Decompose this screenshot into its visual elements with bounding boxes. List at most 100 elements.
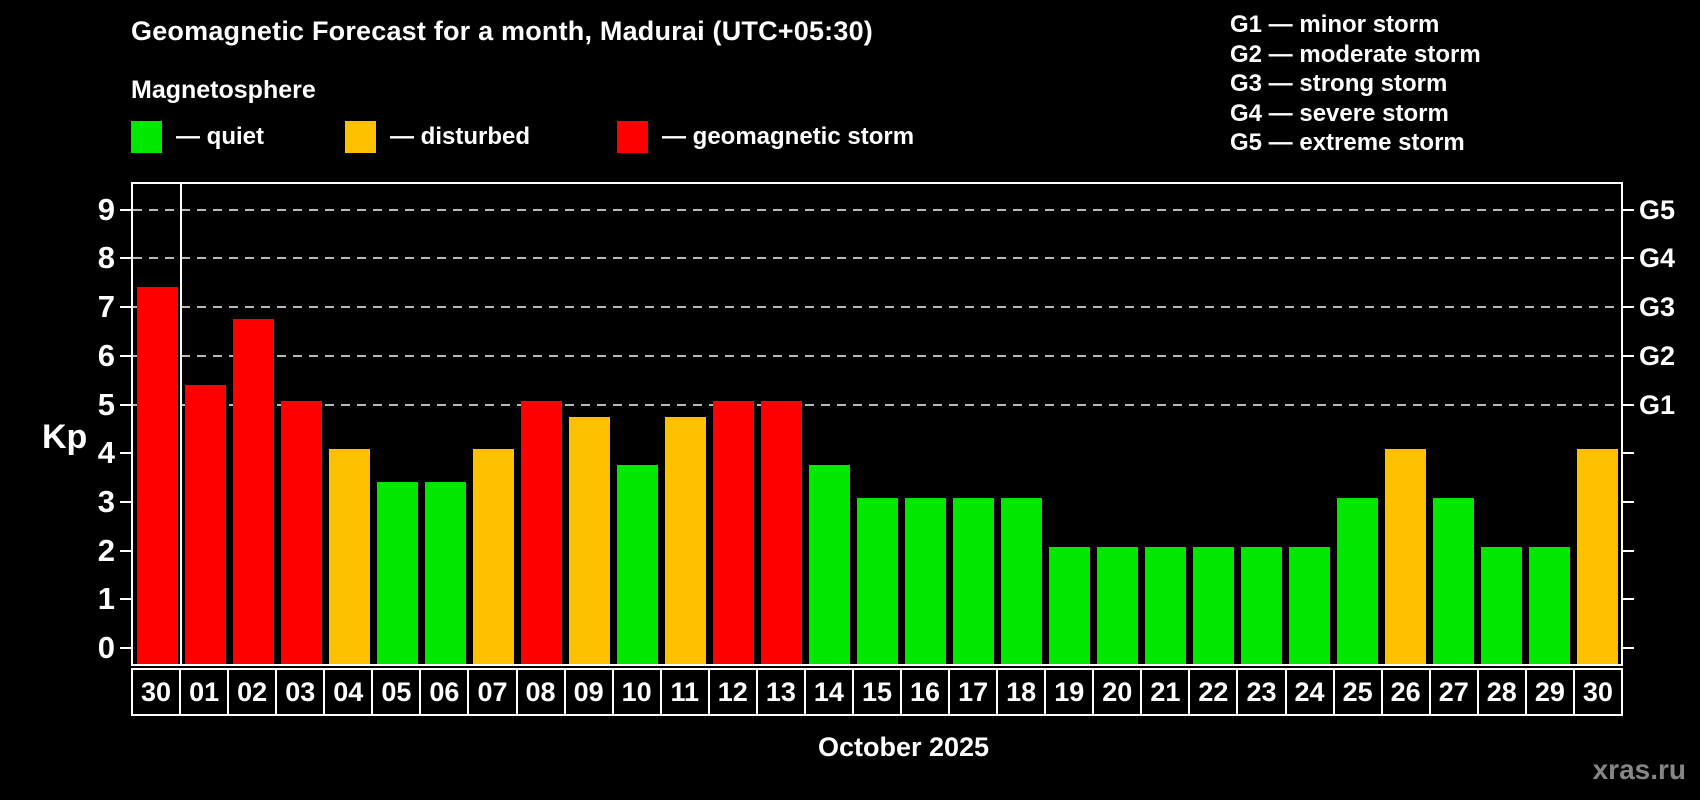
y-axis-label-3: 3	[97, 483, 115, 519]
legend-item-disturbed: — disturbed	[345, 120, 530, 154]
legend-item-quiet: — quiet	[131, 120, 264, 154]
legend-swatch-disturbed	[345, 121, 376, 153]
bar-day-23	[1240, 546, 1282, 664]
right-axis-tick-5	[1623, 403, 1634, 406]
right-axis-tick-7	[1623, 306, 1634, 309]
y-axis-tick-4	[120, 452, 131, 455]
chart-subtitle: Magnetosphere	[131, 76, 316, 104]
day-label-box-17: 17	[948, 668, 999, 716]
bar-day-05	[376, 481, 418, 664]
right-axis-tick-1	[1623, 598, 1634, 601]
y-axis-label-1: 1	[97, 581, 115, 617]
plot-area: 0 1 2 3 4 5 6 7 8 9 G1 G2 G3 G4 G5	[98, 182, 1675, 666]
right-axis-tick-4	[1623, 452, 1634, 455]
right-axis-tick-8	[1623, 257, 1634, 260]
bar-day-30	[136, 287, 178, 664]
bar-day-18	[1000, 497, 1042, 664]
day-label-box-10: 10	[611, 668, 662, 716]
y-axis-label-9: 9	[97, 191, 115, 227]
day-label-box-28: 28	[1476, 668, 1527, 716]
legend-item-storm: — geomagnetic storm	[617, 120, 914, 154]
storm-scale-line-g3: G3 — strong storm	[1230, 70, 1448, 97]
day-label-box-15: 15	[851, 668, 902, 716]
bar-day-20	[1096, 546, 1138, 664]
x-axis-day-labels: 30 01 02 03 04 05 06 07 08 09 10 11 12 13 14 15 16 17 18 19…	[131, 668, 1623, 716]
legend-swatch-storm	[617, 121, 648, 153]
bar-day-09	[568, 416, 610, 664]
y-axis-tick-8	[120, 257, 131, 260]
legend-label-quiet: — quiet	[176, 123, 264, 150]
gridline-kp-9	[133, 208, 1621, 211]
storm-scale-line-g2: G2 — moderate storm	[1230, 40, 1481, 68]
day-label-box-07: 07	[467, 668, 518, 716]
day-label-box-03: 03	[275, 668, 326, 716]
bar-day-17	[952, 497, 994, 664]
gridline-kp-8	[133, 257, 1621, 260]
day-label-box-21: 21	[1140, 668, 1191, 716]
bar-day-21	[1144, 546, 1186, 664]
y-axis-tick-9	[120, 208, 131, 211]
day-label-box-27: 27	[1428, 668, 1479, 716]
storm-scale-line-g1: G1 — minor storm	[1230, 11, 1440, 38]
day-label-box-30: 30	[131, 668, 182, 716]
y-axis-label-4: 4	[97, 435, 115, 471]
gridline-kp-6	[133, 354, 1621, 357]
y-axis-tick-3	[120, 500, 131, 503]
day-label-box-01: 01	[179, 668, 230, 716]
y-axis-label-8: 8	[97, 240, 115, 276]
right-axis-tick-6	[1623, 354, 1634, 357]
bar-day-06	[424, 481, 466, 664]
page-title: Geomagnetic Forecast for a month, Madura…	[131, 16, 873, 46]
right-axis-label-g1: G1	[1639, 389, 1676, 420]
right-axis-label-g2: G2	[1639, 340, 1676, 371]
y-axis-label-6: 6	[97, 337, 115, 373]
day-label-box-12: 12	[707, 668, 758, 716]
y-axis-tick-7	[120, 306, 131, 309]
day-label-box-20: 20	[1092, 668, 1143, 716]
bar-day-11	[664, 416, 706, 664]
day-label-box-16: 16	[900, 668, 951, 716]
y-axis-tick-0	[120, 647, 131, 650]
day-label-box-19: 19	[1044, 668, 1095, 716]
y-axis-label-5: 5	[97, 386, 115, 422]
day-label-box-04: 04	[323, 668, 374, 716]
bar-day-15	[856, 497, 898, 664]
day-label-box-25: 25	[1332, 668, 1383, 716]
bar-day-26	[1384, 449, 1426, 664]
storm-scale-line-g4: G4 — severe storm	[1230, 99, 1449, 127]
day-label-box-09: 09	[563, 668, 614, 716]
right-axis-label-g5: G5	[1639, 194, 1676, 225]
bar-day-24	[1288, 546, 1330, 664]
day-label-box-06: 06	[419, 668, 470, 716]
y-axis-title: Kp	[42, 418, 88, 456]
watermark: xras.ru	[1592, 754, 1686, 785]
day-label-box-24: 24	[1284, 668, 1335, 716]
y-axis-label-0: 0	[97, 630, 115, 666]
legend-label-storm: — geomagnetic storm	[662, 123, 915, 150]
legend-swatch-quiet	[131, 121, 162, 153]
bar-day-19	[1048, 546, 1090, 664]
day-label-box-23: 23	[1236, 668, 1287, 716]
bar-day-30	[1576, 449, 1618, 664]
y-axis-tick-6	[120, 354, 131, 357]
bar-day-10	[616, 465, 658, 664]
bar-day-22	[1192, 546, 1234, 664]
storm-scale-legend: G1 — minor storm G2 — moderate storm G3 — …	[1230, 10, 1481, 158]
day-label-box-02: 02	[227, 668, 278, 716]
right-axis-label-g3: G3	[1639, 292, 1676, 323]
bar-day-25	[1336, 497, 1378, 664]
y-axis-tick-5	[120, 403, 131, 406]
legend-label-disturbed: — disturbed	[390, 123, 531, 150]
y-axis-label-2: 2	[97, 532, 115, 568]
right-axis-tick-9	[1623, 208, 1634, 211]
bar-day-03	[280, 400, 322, 664]
day-label-box-30: 30	[1572, 668, 1623, 716]
bar-day-01	[184, 384, 226, 664]
day-label-box-11: 11	[659, 668, 710, 716]
bar-day-29	[1528, 546, 1570, 664]
day-label-box-05: 05	[371, 668, 422, 716]
gridline-kp-7	[133, 306, 1621, 309]
y-axis-tick-1	[120, 598, 131, 601]
day-label-box-08: 08	[515, 668, 566, 716]
